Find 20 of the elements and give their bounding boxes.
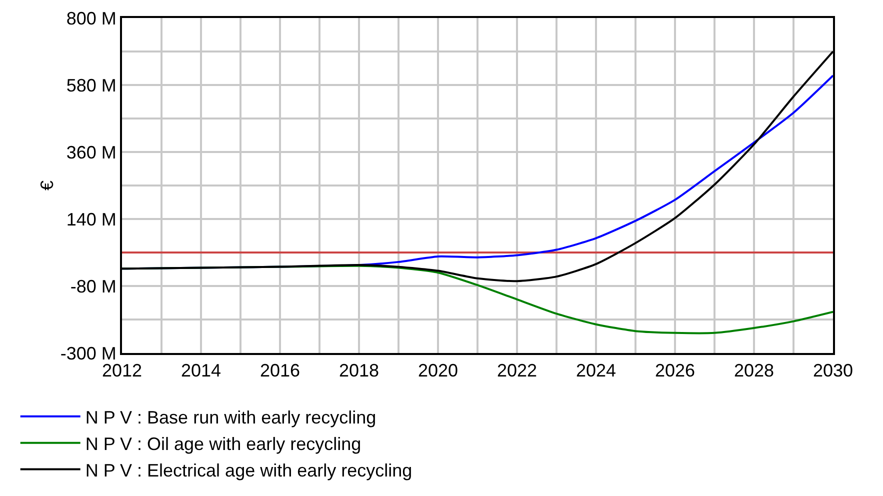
y-tick-label: 800 M bbox=[66, 8, 116, 28]
y-tick-label: -300 M bbox=[60, 343, 116, 364]
x-tick-label: 2012 bbox=[102, 360, 142, 381]
x-tick-label: 2014 bbox=[180, 360, 222, 381]
x-tick-label: 2028 bbox=[734, 360, 774, 381]
y-tick-label: -80 M bbox=[70, 276, 116, 296]
x-tick-label: 2024 bbox=[576, 360, 616, 381]
y-tick-label: 580 M bbox=[66, 75, 116, 96]
x-tick-label: 2016 bbox=[260, 360, 300, 381]
x-tick-label: 2018 bbox=[338, 360, 380, 381]
x-tick-label: 2020 bbox=[418, 360, 458, 381]
x-tick-label: 2030 bbox=[812, 360, 854, 381]
legend-label: N P V : Electrical age with early recycling bbox=[85, 460, 412, 480]
legend-label: N P V : Oil age with early recycling bbox=[85, 434, 362, 454]
x-tick-label: 2026 bbox=[654, 360, 696, 381]
legend-label: N P V : Base run with early recycling bbox=[85, 407, 376, 428]
y-tick-label: 360 M bbox=[66, 142, 116, 162]
x-tick-label: 2022 bbox=[496, 360, 538, 381]
y-axis-title: € bbox=[37, 180, 58, 191]
y-tick-label: 140 M bbox=[66, 209, 116, 230]
